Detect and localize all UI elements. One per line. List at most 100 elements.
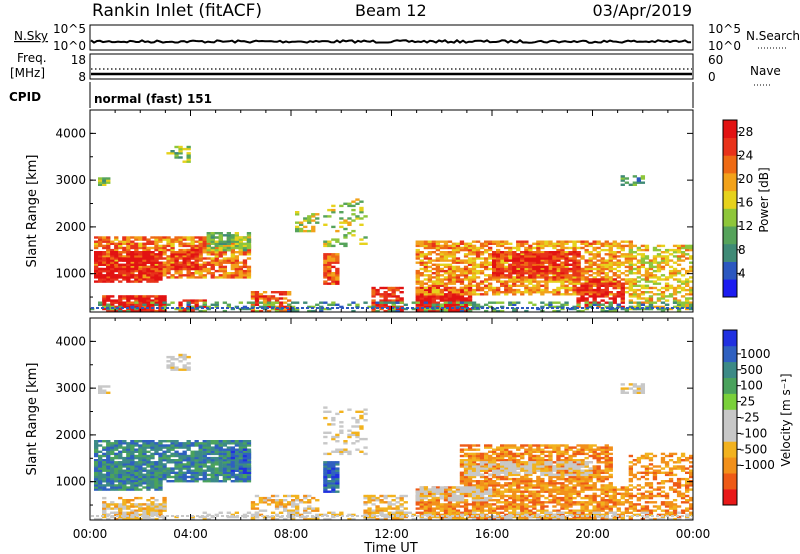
range-cell	[307, 229, 312, 233]
range-cell	[138, 251, 143, 254]
range-cell	[295, 509, 300, 512]
range-cell	[548, 259, 553, 262]
range-cell	[335, 261, 340, 264]
range-cell	[588, 253, 593, 256]
range-cell	[419, 501, 424, 504]
range-cell	[455, 280, 461, 283]
range-cell	[488, 248, 493, 252]
range-cell	[676, 303, 682, 306]
range-cell	[528, 291, 533, 294]
range-cell	[94, 488, 99, 491]
range-cell	[423, 507, 429, 510]
range-cell	[110, 240, 115, 243]
range-cell	[471, 248, 477, 252]
range-cell	[612, 274, 617, 277]
range-cell	[435, 269, 441, 273]
range-cell	[230, 448, 236, 451]
range-cell	[126, 467, 131, 470]
range-cell	[154, 488, 159, 491]
range-cell	[459, 267, 465, 271]
range-cell	[178, 454, 183, 458]
range-cell	[423, 291, 429, 294]
range-cell	[206, 473, 211, 477]
range-cell	[162, 251, 167, 254]
range-cell	[423, 293, 429, 296]
range-cell	[636, 297, 642, 300]
range-cell	[628, 263, 634, 266]
range-cell	[142, 248, 147, 252]
range-cell	[130, 263, 135, 266]
range-cell	[158, 482, 163, 485]
range-cell	[158, 307, 163, 311]
range-cell	[504, 286, 509, 290]
range-cell	[102, 255, 107, 258]
nsearch-tick-top: 10^5	[708, 22, 741, 36]
range-cell	[214, 477, 219, 481]
range-cell	[186, 274, 191, 277]
range-cell	[447, 507, 453, 510]
range-cell	[238, 465, 244, 468]
range-cell	[331, 208, 336, 212]
range-cell	[648, 261, 654, 264]
range-cell	[399, 503, 404, 506]
range-cell	[628, 299, 634, 302]
range-cell	[102, 299, 107, 302]
range-cell	[540, 259, 545, 262]
range-cell	[98, 469, 103, 472]
range-cell	[162, 265, 167, 269]
range-cell	[492, 301, 497, 304]
range-cell	[234, 480, 240, 483]
range-cell	[624, 265, 630, 269]
range-cell	[668, 265, 674, 269]
range-cell	[463, 305, 469, 309]
range-cell	[106, 251, 111, 254]
range-cell	[118, 463, 123, 466]
range-cell	[443, 490, 449, 493]
range-cell	[186, 244, 191, 248]
range-cell	[218, 461, 223, 464]
range-cell	[689, 261, 694, 264]
range-cell	[492, 253, 497, 256]
range-cell	[331, 461, 336, 464]
range-cell	[94, 251, 99, 254]
range-cell	[652, 305, 658, 309]
range-cell	[419, 259, 424, 262]
range-cell	[230, 480, 236, 483]
range-cell	[592, 267, 597, 271]
range-cell	[94, 244, 99, 248]
range-cell	[447, 240, 453, 243]
range-cell	[596, 242, 601, 245]
range-cell	[142, 305, 147, 309]
range-cell	[471, 291, 477, 294]
range-cell	[202, 463, 207, 466]
range-cell	[628, 307, 634, 311]
range-cell	[524, 272, 529, 275]
range-cell	[222, 465, 228, 468]
range-cell	[616, 286, 621, 290]
range-cell	[467, 257, 473, 260]
range-cell	[455, 242, 461, 245]
range-cell	[375, 305, 380, 309]
range-cell	[439, 284, 445, 287]
range-cell	[110, 488, 115, 491]
range-cell	[214, 448, 219, 451]
range-cell	[222, 461, 228, 464]
range-cell	[262, 291, 268, 294]
range-cell	[283, 503, 288, 506]
range-cell	[572, 242, 577, 245]
range-cell	[415, 242, 420, 245]
range-cell	[552, 257, 557, 260]
range-cell	[134, 280, 139, 283]
range-cell	[383, 501, 388, 504]
range-cell	[596, 259, 601, 262]
range-cell	[118, 297, 123, 300]
range-cell	[190, 475, 195, 479]
range-cell	[126, 269, 131, 273]
range-cell	[226, 446, 232, 449]
range-cell	[118, 473, 123, 477]
range-cell	[222, 251, 228, 254]
range-cell	[110, 461, 115, 464]
range-cell	[564, 255, 569, 258]
range-cell	[178, 475, 183, 479]
range-cell	[636, 303, 642, 306]
